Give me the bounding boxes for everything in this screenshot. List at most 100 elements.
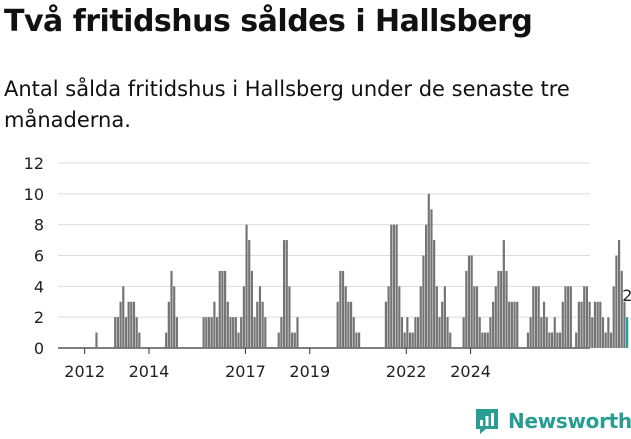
bar (293, 332, 296, 348)
bar (248, 240, 251, 348)
bar (553, 317, 556, 348)
bar (481, 332, 484, 348)
bar (207, 317, 211, 348)
bar (548, 332, 551, 348)
bar (580, 301, 583, 348)
bar (446, 317, 449, 348)
bar (513, 301, 516, 348)
y-tick-label: 2 (34, 308, 44, 327)
bar (550, 332, 554, 348)
bar (559, 332, 562, 348)
bar (277, 332, 280, 348)
bars (95, 193, 629, 348)
x-tick-label: 2019 (289, 362, 330, 381)
bar (296, 317, 299, 348)
bar (449, 332, 452, 348)
bar (623, 301, 626, 348)
bar (604, 332, 607, 348)
bar (387, 286, 390, 348)
y-tick-label: 12 (24, 154, 44, 173)
bar (612, 286, 615, 348)
bar (593, 301, 597, 348)
bar (475, 286, 479, 348)
bar (534, 286, 538, 348)
bar (124, 317, 128, 348)
bar (213, 301, 216, 348)
bar (433, 240, 436, 348)
y-tick-label: 10 (24, 185, 44, 204)
bar (483, 332, 487, 348)
bar (234, 317, 237, 348)
bar (258, 286, 262, 348)
bar (127, 301, 130, 348)
bar (165, 332, 168, 348)
bar (478, 317, 481, 348)
bar (355, 332, 358, 348)
bar (280, 317, 283, 348)
bar (599, 301, 602, 348)
bar (529, 317, 532, 348)
bar (617, 240, 621, 348)
bar (556, 332, 559, 348)
bar (288, 286, 291, 348)
bar (427, 193, 430, 348)
logo-text: Newsworthy (508, 409, 631, 433)
bar (256, 301, 259, 348)
bar (526, 332, 530, 348)
bar (601, 317, 605, 348)
bar (352, 317, 355, 348)
bar (542, 301, 546, 348)
bar (588, 301, 591, 348)
bar (122, 286, 125, 348)
bar (470, 255, 473, 348)
bar (564, 286, 567, 348)
bar (261, 301, 264, 348)
bar (349, 301, 353, 348)
bar (575, 332, 578, 348)
bar (95, 332, 98, 348)
bar (210, 317, 213, 348)
bar (285, 240, 288, 348)
bar (577, 301, 580, 348)
x-axis-ticks: 2012 2014 2017 2019 2022 2024 (64, 348, 491, 381)
bar (473, 286, 476, 348)
bar (390, 224, 393, 348)
x-tick-label: 2017 (225, 362, 266, 381)
bar (425, 224, 428, 348)
bar (264, 317, 267, 348)
bar (467, 255, 471, 348)
bar (561, 301, 564, 348)
bar (130, 301, 133, 348)
y-axis-ticks: 0 2 4 6 8 10 12 (24, 154, 44, 358)
bar (505, 270, 508, 348)
bar (411, 332, 414, 348)
bar (339, 270, 342, 348)
bar (400, 317, 404, 348)
bar (245, 224, 248, 348)
bar (250, 270, 253, 348)
bar (253, 317, 256, 348)
bar (435, 286, 438, 348)
bar (500, 270, 503, 348)
bar (242, 286, 245, 348)
bar (341, 270, 345, 348)
bar (462, 317, 465, 348)
bar (591, 317, 594, 348)
bar (620, 270, 623, 348)
newsworthy-logo[interactable]: Newsworthy (474, 404, 631, 438)
bar (609, 332, 613, 348)
bar (416, 317, 420, 348)
bar (492, 301, 495, 348)
bar (486, 332, 489, 348)
bar (205, 317, 208, 348)
bar (516, 301, 519, 348)
bar (224, 270, 227, 348)
bar (419, 286, 422, 348)
bar (132, 301, 136, 348)
bar (398, 286, 401, 348)
bar (494, 286, 497, 348)
bar (384, 301, 387, 348)
bar (395, 224, 398, 348)
y-tick-label: 6 (34, 247, 44, 266)
y-tick-label: 8 (34, 216, 44, 235)
